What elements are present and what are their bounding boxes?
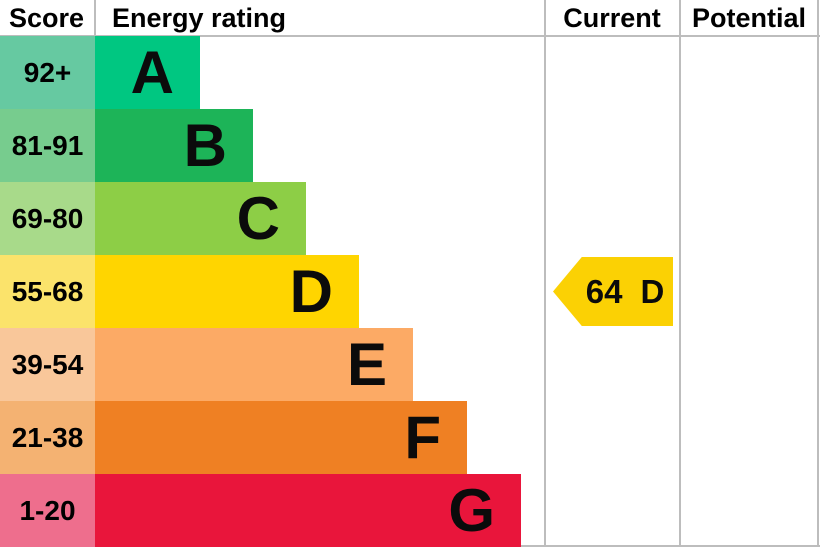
band-grade-letter: C [236, 185, 280, 252]
band-score-cell: 69-80 [0, 182, 95, 255]
divider-right-edge [817, 0, 819, 547]
band-bar: F [95, 401, 467, 474]
band-row-d: 55-68 D [0, 255, 820, 328]
band-grade-letter: E [346, 331, 387, 398]
current-column-header: Current [563, 3, 661, 33]
score-column-header: Score [9, 3, 85, 33]
band-row-e: 39-54 E [0, 328, 820, 401]
current-rating-marker: 64 D [553, 257, 673, 326]
potential-column-header: Potential [691, 3, 806, 33]
band-bar: A [95, 36, 200, 109]
energy-rating-column-header: Energy rating [112, 3, 287, 33]
band-bar: B [95, 109, 253, 182]
divider-potential [679, 0, 681, 547]
band-bar: D [95, 255, 359, 328]
band-bar: C [95, 182, 306, 255]
current-rating-grade: D [640, 272, 665, 310]
band-grade-letter: D [289, 258, 333, 325]
band-row-c: 69-80 C [0, 182, 820, 255]
band-grade-letter: A [130, 39, 174, 106]
band-grade-letter: B [183, 112, 227, 179]
header-underline [0, 35, 820, 37]
divider-current [544, 0, 546, 547]
band-score-cell: 1-20 [0, 474, 95, 547]
current-rating-value: 64 [585, 272, 623, 310]
band-row-f: 21-38 F [0, 401, 820, 474]
band-score-cell: 39-54 [0, 328, 95, 401]
band-score-cell: 81-91 [0, 109, 95, 182]
band-row-g: 1-20 G [0, 474, 820, 547]
band-score-cell: 21-38 [0, 401, 95, 474]
band-score-cell: 55-68 [0, 255, 95, 328]
band-grade-letter: G [448, 477, 495, 544]
band-row-a: 92+ A [0, 36, 820, 109]
band-bar: E [95, 328, 413, 401]
band-grade-letter: F [404, 404, 441, 471]
band-row-b: 81-91 B [0, 109, 820, 182]
band-score-cell: 92+ [0, 36, 95, 109]
band-bar: G [95, 474, 521, 547]
